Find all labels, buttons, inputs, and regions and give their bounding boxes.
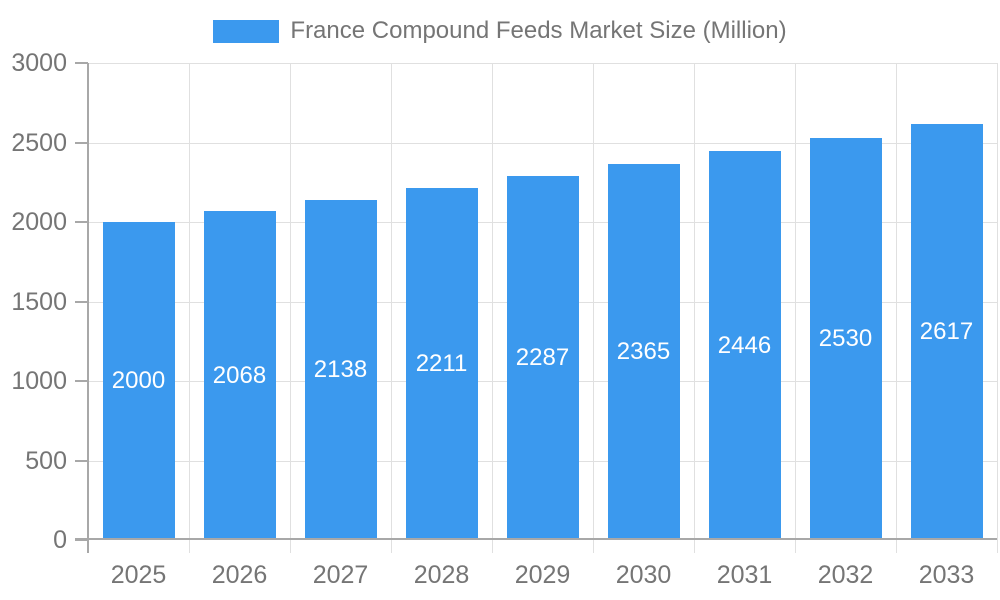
bar-value-label: 2530 bbox=[818, 324, 873, 352]
y-axis-label: 0 bbox=[53, 526, 67, 554]
bar-value-label: 2617 bbox=[919, 317, 974, 345]
bar[interactable]: 2446 bbox=[708, 151, 781, 540]
y-axis-label: 1500 bbox=[11, 287, 67, 316]
y-axis bbox=[87, 63, 89, 553]
y-axis-label: 500 bbox=[25, 446, 67, 475]
bar[interactable]: 2365 bbox=[607, 163, 680, 540]
x-axis bbox=[75, 538, 997, 540]
x-gridline bbox=[491, 63, 493, 553]
x-gridline bbox=[996, 63, 998, 553]
y-axis-tick bbox=[75, 380, 88, 382]
legend-row: France Compound Feeds Market Size (Milli… bbox=[0, 0, 1000, 62]
x-axis-label: 2032 bbox=[817, 561, 874, 589]
bar-value-label: 2138 bbox=[313, 356, 368, 384]
bar-value-label: 2000 bbox=[111, 367, 166, 394]
legend-label: France Compound Feeds Market Size (Milli… bbox=[290, 17, 787, 44]
x-axis-label: 2033 bbox=[918, 561, 975, 589]
bar[interactable]: 2000 bbox=[102, 222, 175, 540]
y-axis-tick bbox=[75, 62, 88, 64]
y-axis-tick bbox=[75, 300, 88, 303]
bar[interactable]: 2211 bbox=[405, 188, 478, 540]
bar[interactable]: 2068 bbox=[203, 211, 276, 540]
x-axis-label: 2029 bbox=[514, 561, 571, 589]
y-axis-tick bbox=[75, 459, 88, 462]
x-gridline bbox=[895, 63, 897, 553]
plot-area: 2000 2025 2068 2026 2138 2027 2211 2028 2287 2029… bbox=[11, 49, 998, 589]
x-gridline bbox=[289, 63, 291, 553]
y-gridline bbox=[88, 142, 997, 144]
x-gridline bbox=[693, 63, 695, 553]
x-axis-label: 2026 bbox=[211, 561, 268, 589]
y-axis-label: 1000 bbox=[11, 367, 67, 395]
x-gridline bbox=[592, 63, 594, 553]
y-axis-label: 2000 bbox=[11, 208, 67, 236]
legend[interactable]: France Compound Feeds Market Size (Milli… bbox=[213, 17, 787, 45]
bar-value-label: 2365 bbox=[616, 337, 671, 365]
bar-value-label: 2287 bbox=[515, 344, 570, 372]
x-gridline bbox=[794, 63, 796, 553]
bar-value-label: 2068 bbox=[212, 361, 267, 389]
x-axis-label: 2031 bbox=[716, 561, 773, 589]
y-axis-label: 2500 bbox=[11, 128, 67, 157]
y-axis-tick bbox=[75, 221, 88, 223]
y-axis-tick bbox=[75, 141, 88, 144]
y-axis-label: 3000 bbox=[11, 49, 67, 77]
bar-value-label: 2446 bbox=[717, 331, 772, 359]
x-axis-label: 2030 bbox=[615, 561, 672, 589]
bar-value-label: 2211 bbox=[415, 350, 468, 378]
bar[interactable]: 2287 bbox=[506, 176, 579, 540]
x-axis-label: 2025 bbox=[110, 561, 167, 589]
x-axis-label: 2028 bbox=[413, 561, 470, 589]
y-axis-tick bbox=[75, 539, 88, 541]
y-gridline bbox=[88, 63, 997, 64]
bar[interactable]: 2138 bbox=[304, 200, 377, 540]
legend-swatch bbox=[213, 19, 280, 43]
x-gridline bbox=[188, 63, 190, 553]
x-gridline bbox=[390, 63, 392, 553]
x-axis-label: 2027 bbox=[312, 561, 369, 589]
bar[interactable]: 2530 bbox=[809, 137, 882, 540]
bar[interactable]: 2617 bbox=[910, 123, 983, 540]
